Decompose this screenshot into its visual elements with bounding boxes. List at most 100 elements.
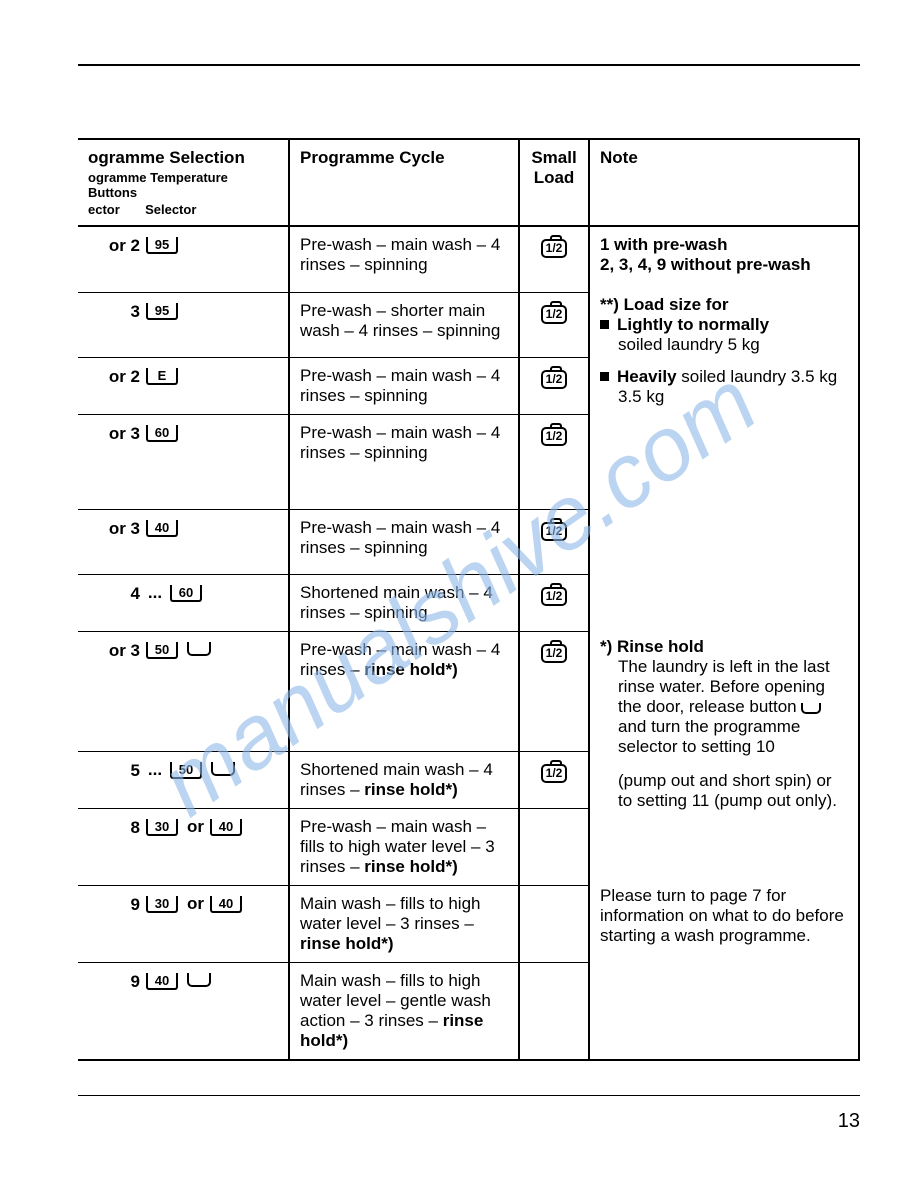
cell-small-load [518,885,588,962]
note-page7: Please turn to page 7 for information on… [600,886,848,946]
table-body-wrapper: or 295Pre-wash – main wash – 4 rinses – … [78,227,858,1059]
cell-cycle: Pre-wash – main wash – 4 rinses – spinni… [288,227,518,292]
cycle-text: Pre-wash – main wash – 4 rinses – spinni… [300,366,500,405]
table-row: 395Pre-wash – shorter main wash – 4 rins… [78,292,588,357]
note-prewash: 1 with pre-wash 2, 3, 4, 9 without pre-w… [600,235,848,275]
cell-programme: or 2 95 [78,227,288,292]
programme-dots: ... [146,760,164,780]
programme-dots: ... [146,583,164,603]
half-load-icon: 1/2 [541,239,568,258]
temp-separator: or [187,894,204,914]
note-load1-rest: soiled laundry 5 kg [600,335,848,355]
cell-small-load: 1/2 [518,631,588,751]
notes-column: 1 with pre-wash 2, 3, 4, 9 without pre-w… [588,227,858,1059]
bottom-rule [78,1095,860,1096]
note-spacer-2 [600,831,848,886]
cell-small-load: 1/2 [518,357,588,414]
temp-badge: 40 [146,973,178,990]
temp-separator: or [187,817,204,837]
programme-number: 4 [88,583,140,604]
temp-badge: 30 [146,819,178,836]
programme-number: 9 [88,971,140,992]
temp-badge: 95 [146,237,178,254]
rows-host: or 295Pre-wash – main wash – 4 rinses – … [78,227,588,1059]
page-number: 13 [838,1110,860,1133]
cell-programme: 395 [78,292,288,357]
cell-cycle: Pre-wash – shorter main wash – 4 rinses … [288,292,518,357]
programme-number: or 2 [88,366,140,387]
cell-cycle: Main wash – fills to high water level – … [288,885,518,962]
table-row: or 2 95 Pre-wash – main wash – 4 rinses – … [78,227,588,292]
note-rinse-text3: (pump out and short spin) or to setting … [600,771,848,811]
cell-programme: or 3 50 [78,631,288,751]
cell-programme: or 360 [78,414,288,509]
cell-cycle: Shortened main wash – 4 rinses – spinnin… [288,574,518,631]
note-load-item-2: Heavily soiled laundry 3.5 kg 3.5 kg [600,367,848,407]
note-load1-bold: Lightly to normally [617,315,769,334]
cycle-text: Pre-wash – main wash – 4 rinses – spinni… [300,518,500,557]
header-selection: ogramme Selection ogramme Temperature Bu… [78,140,288,227]
table-row: 4...60Shortened main wash – 4 rinses – s… [78,574,588,631]
cell-cycle: Main wash – fills to high water level – … [288,962,518,1059]
cell-small-load: 1/2 [518,292,588,357]
note-rinse-hold: *) Rinse hold The laundry is left in the… [600,637,848,811]
half-load-icon: 1/2 [541,587,568,606]
cell-cycle: Pre-wash – main wash – 4 rinses – spinni… [288,509,518,574]
note-rinse-body: The laundry is left in the last rinse wa… [600,657,848,757]
header-cycle: Programme Cycle [288,140,518,227]
header-selection-main: ogramme Selection [88,148,245,167]
programme-number: 9 [88,894,140,915]
table-row: 930 or 40Main wash – fills to high water… [78,885,588,962]
cell-small-load [518,962,588,1059]
cell-programme: 930 or 40 [78,885,288,962]
programme-number: 5 [88,760,140,781]
note-rinse-text2: and turn the programme selector to setti… [618,717,800,756]
cell-cycle: Pre-wash – main wash – fills to high wat… [288,808,518,885]
note-load2-amount: 3.5 kg [600,387,848,407]
table-row: or 3 50 Pre-wash – main wash – 4 rinses – … [78,631,588,751]
half-load-icon: 1/2 [541,370,568,389]
cell-cycle: Pre-wash – main wash – 4 rinses – spinni… [288,357,518,414]
programme-number: or 2 [88,235,140,256]
header-small-load: Small Load [518,140,588,227]
header-selection-sub2: ector Selector [88,202,278,217]
half-load-icon: 1/2 [541,305,568,324]
cell-cycle: Pre-wash – main wash – 4 rinses – rinse … [288,631,518,751]
bucket-icon [187,973,211,987]
half-load-icon: 1/2 [541,427,568,446]
bullet-icon [600,372,609,381]
temp-badge: 50 [146,642,178,659]
header-note: Note [588,140,858,227]
cell-programme: 4...60 [78,574,288,631]
table-row: or 340Pre-wash – main wash – 4 rinses – … [78,509,588,574]
table-row: or 2 E Pre-wash – main wash – 4 rinses – s… [78,357,588,414]
cell-cycle: Shortened main wash – 4 rinses – rinse h… [288,751,518,808]
cell-programme: 5... 50 [78,751,288,808]
cell-small-load: 1/2 [518,414,588,509]
note-load2-bold: Heavily [617,367,677,386]
temp-badge: 50 [170,762,202,779]
table-row: 830 or 40Pre-wash – main wash – fills to… [78,808,588,885]
temp-badge: E [146,368,178,385]
table-row: 5... 50 Shortened main wash – 4 rinses – r… [78,751,588,808]
cycle-bold: rinse hold*) [364,660,458,679]
half-load-icon: 1/2 [541,522,568,541]
cycle-text: Pre-wash – main wash – 4 rinses – spinni… [300,235,500,274]
bucket-icon [801,703,821,714]
programme-number: or 3 [88,423,140,444]
table-row: 9 40 Main wash – fills to high water level… [78,962,588,1059]
cell-programme: 830 or 40 [78,808,288,885]
programme-number: or 3 [88,518,140,539]
temp-badge: 40 [210,896,242,913]
header-selection-sub1: ogramme Temperature Buttons [88,170,278,200]
programme-number: or 3 [88,640,140,661]
table-row: or 360Pre-wash – main wash – 4 rinses – … [78,414,588,509]
note-load-item-1: Lightly to normally soiled laundry 5 kg [600,315,848,355]
note-prewash-2: 2, 3, 4, 9 without pre-wash [600,255,811,274]
cell-small-load: 1/2 [518,509,588,574]
programme-table: ogramme Selection ogramme Temperature Bu… [78,138,860,1061]
top-rule [78,64,860,66]
half-load-icon: 1/2 [541,764,568,783]
cell-small-load [518,808,588,885]
note-load2-rest: soiled laundry 3.5 kg [677,367,838,386]
